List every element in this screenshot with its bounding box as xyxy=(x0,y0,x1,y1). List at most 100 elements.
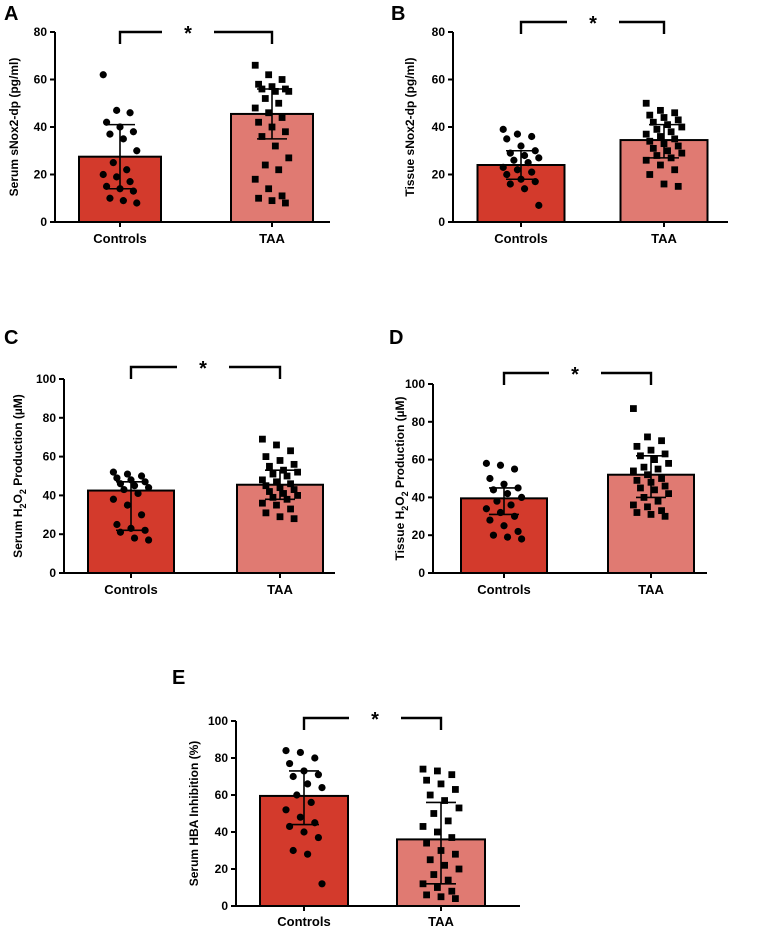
data-point-controls xyxy=(311,754,319,762)
data-point-controls xyxy=(123,501,132,509)
data-point-taa xyxy=(674,142,682,150)
data-point-controls xyxy=(482,505,491,513)
data-point-controls xyxy=(500,522,508,530)
data-point-taa xyxy=(678,123,686,131)
data-point-controls xyxy=(520,185,529,193)
category-label-controls: Controls xyxy=(494,231,547,246)
data-point-controls xyxy=(109,159,117,167)
data-point-controls xyxy=(106,194,114,202)
panel-e: E 0 20 40 60 80 100 Controls TAA Serum HBA Inhibi… xyxy=(172,667,520,929)
data-point-taa xyxy=(423,891,430,899)
data-point-controls xyxy=(510,156,518,164)
data-point-controls xyxy=(500,480,508,488)
data-point-taa xyxy=(444,876,452,884)
category-label-controls: Controls xyxy=(93,231,146,246)
data-point-controls xyxy=(507,501,515,509)
category-label-controls: Controls xyxy=(477,582,530,597)
data-point-taa xyxy=(268,197,276,205)
data-point-taa xyxy=(251,175,259,183)
data-point-taa xyxy=(651,486,658,494)
data-point-controls xyxy=(286,759,294,768)
data-point-controls xyxy=(137,472,146,480)
ylabel-subscript: 2 xyxy=(18,503,28,508)
data-point-controls xyxy=(517,142,525,150)
data-point-taa xyxy=(287,447,294,455)
data-point-controls xyxy=(130,482,139,490)
y-tick-label: 20 xyxy=(432,168,446,182)
data-point-controls xyxy=(129,128,138,136)
data-point-controls xyxy=(493,497,501,505)
data-point-controls xyxy=(99,71,107,79)
data-point-controls xyxy=(99,170,107,179)
data-point-taa xyxy=(452,850,459,858)
ylabel-part: O xyxy=(393,496,407,505)
data-point-taa xyxy=(644,503,651,511)
data-point-taa xyxy=(455,865,463,873)
data-point-taa xyxy=(266,462,273,470)
category-label-controls: Controls xyxy=(277,914,330,929)
y-tick-label: 20 xyxy=(34,168,48,182)
panel-letter: C xyxy=(4,327,18,349)
panel-letter: B xyxy=(391,3,405,25)
data-point-taa xyxy=(273,478,280,486)
data-point-taa xyxy=(678,149,686,157)
data-point-taa xyxy=(271,142,279,150)
y-tick-label: 40 xyxy=(432,120,446,134)
data-point-taa xyxy=(661,512,669,520)
category-label-controls: Controls xyxy=(104,582,157,597)
significance-star: * xyxy=(184,23,192,45)
category-label-taa: TAA xyxy=(638,582,664,597)
data-point-taa xyxy=(646,171,654,178)
data-point-taa xyxy=(657,133,664,140)
data-point-controls xyxy=(513,166,522,174)
data-point-taa xyxy=(657,161,664,169)
data-point-taa xyxy=(646,111,654,119)
data-point-taa xyxy=(651,456,658,463)
y-tick-label: 100 xyxy=(36,372,56,386)
data-point-taa xyxy=(265,185,273,193)
data-point-taa xyxy=(275,166,283,174)
data-point-taa xyxy=(423,839,430,847)
data-point-controls xyxy=(496,461,505,469)
data-point-taa xyxy=(290,486,298,493)
data-point-taa xyxy=(661,450,669,458)
ylabel-subscript: 2 xyxy=(18,489,28,494)
data-point-controls xyxy=(289,846,297,855)
data-point-taa xyxy=(269,493,277,501)
data-point-controls xyxy=(144,484,153,492)
y-tick-label: 0 xyxy=(221,899,228,913)
data-point-taa xyxy=(644,433,651,441)
data-point-taa xyxy=(674,116,682,124)
data-point-controls xyxy=(133,199,141,207)
data-point-taa xyxy=(633,509,641,516)
ylabel-part: Tissue sNox2-dp (pg/ml) xyxy=(403,57,417,196)
y-tick-label: 0 xyxy=(438,215,445,229)
data-point-taa xyxy=(419,880,427,888)
data-point-taa xyxy=(660,180,668,188)
data-point-taa xyxy=(665,459,672,467)
data-point-controls xyxy=(517,493,526,501)
y-tick-label: 100 xyxy=(208,714,228,728)
significance-star: * xyxy=(571,364,579,386)
data-point-taa xyxy=(280,490,287,497)
y-tick-label: 40 xyxy=(43,488,57,502)
data-point-taa xyxy=(434,767,441,775)
data-point-controls xyxy=(514,527,522,536)
data-point-taa xyxy=(647,511,655,518)
data-point-taa xyxy=(278,76,286,83)
data-point-controls xyxy=(113,106,121,114)
y-tick-label: 0 xyxy=(418,566,425,580)
data-point-taa xyxy=(661,482,669,490)
data-point-taa xyxy=(430,871,438,878)
data-point-taa xyxy=(258,133,266,140)
data-point-controls xyxy=(113,520,121,529)
data-point-taa xyxy=(285,154,293,162)
data-point-controls xyxy=(296,748,304,757)
significance-bracket xyxy=(302,716,443,730)
data-point-taa xyxy=(671,109,679,117)
data-point-controls xyxy=(293,791,301,799)
y-tick-label: 40 xyxy=(215,825,229,839)
data-point-taa xyxy=(285,87,293,95)
ylabel-part: Tissue H xyxy=(393,511,407,561)
